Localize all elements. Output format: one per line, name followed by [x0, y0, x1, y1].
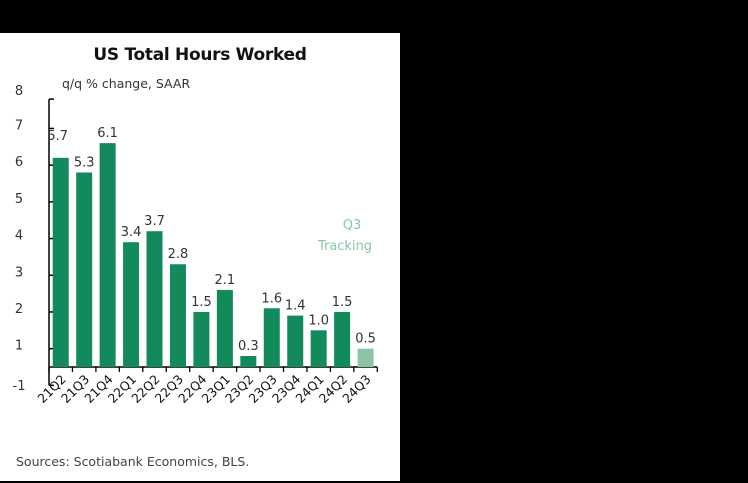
data-label: 5.7	[47, 129, 68, 144]
bar-22q2	[146, 231, 163, 367]
data-label: 1.0	[308, 313, 329, 328]
bar-23q4	[287, 315, 304, 367]
y-tick-label: 7	[15, 118, 23, 133]
data-label: 3.7	[144, 214, 165, 229]
bar-22q4	[193, 311, 210, 367]
data-label: 2.1	[215, 273, 236, 288]
data-label: 5.3	[74, 155, 95, 170]
y-axis-label: q/q % change, SAAR	[62, 76, 191, 91]
tracking-annotation-line1: Q3	[343, 218, 362, 233]
y-tick-label: 2	[15, 302, 23, 317]
y-tick-label: 1	[15, 339, 23, 354]
bar-24q3	[357, 348, 374, 367]
data-label: 0.3	[238, 339, 259, 354]
data-label: 1.4	[285, 299, 306, 314]
y-tick-label: 5	[15, 192, 23, 207]
bar-24q2	[334, 311, 351, 367]
bar-21q2	[52, 157, 69, 367]
data-label: 3.4	[121, 225, 142, 240]
data-label: 0.5	[355, 332, 376, 347]
data-label: 1.5	[191, 295, 212, 310]
bar-21q4	[99, 143, 116, 367]
data-label: 6.1	[97, 126, 118, 141]
data-label: 2.8	[168, 247, 189, 262]
y-tick-label: -1	[13, 379, 26, 394]
y-tick-label: 4	[15, 229, 23, 244]
bar-22q3	[169, 264, 186, 367]
chart-title: US Total Hours Worked	[93, 45, 307, 65]
y-tick-label: 3	[15, 265, 23, 280]
source-note: Sources: Scotiabank Economics, BLS.	[16, 454, 250, 469]
bar-23q3	[263, 308, 280, 367]
bar-chart: 87654321-15.721Q25.321Q36.121Q43.422Q13.…	[13, 84, 378, 406]
y-tick-label: 6	[15, 155, 23, 170]
bar-23q2	[240, 355, 257, 367]
data-label: 1.5	[332, 295, 353, 310]
bar-22q1	[123, 242, 140, 367]
y-tick-label: 8	[15, 84, 23, 99]
bar-23q1	[216, 289, 233, 367]
chart-panel: US Total Hours Worked q/q % change, SAAR…	[0, 33, 400, 481]
bar-21q3	[76, 172, 93, 367]
tracking-annotation-line2: Tracking	[317, 239, 372, 254]
data-label: 1.6	[261, 291, 282, 306]
bar-24q1	[310, 330, 327, 367]
